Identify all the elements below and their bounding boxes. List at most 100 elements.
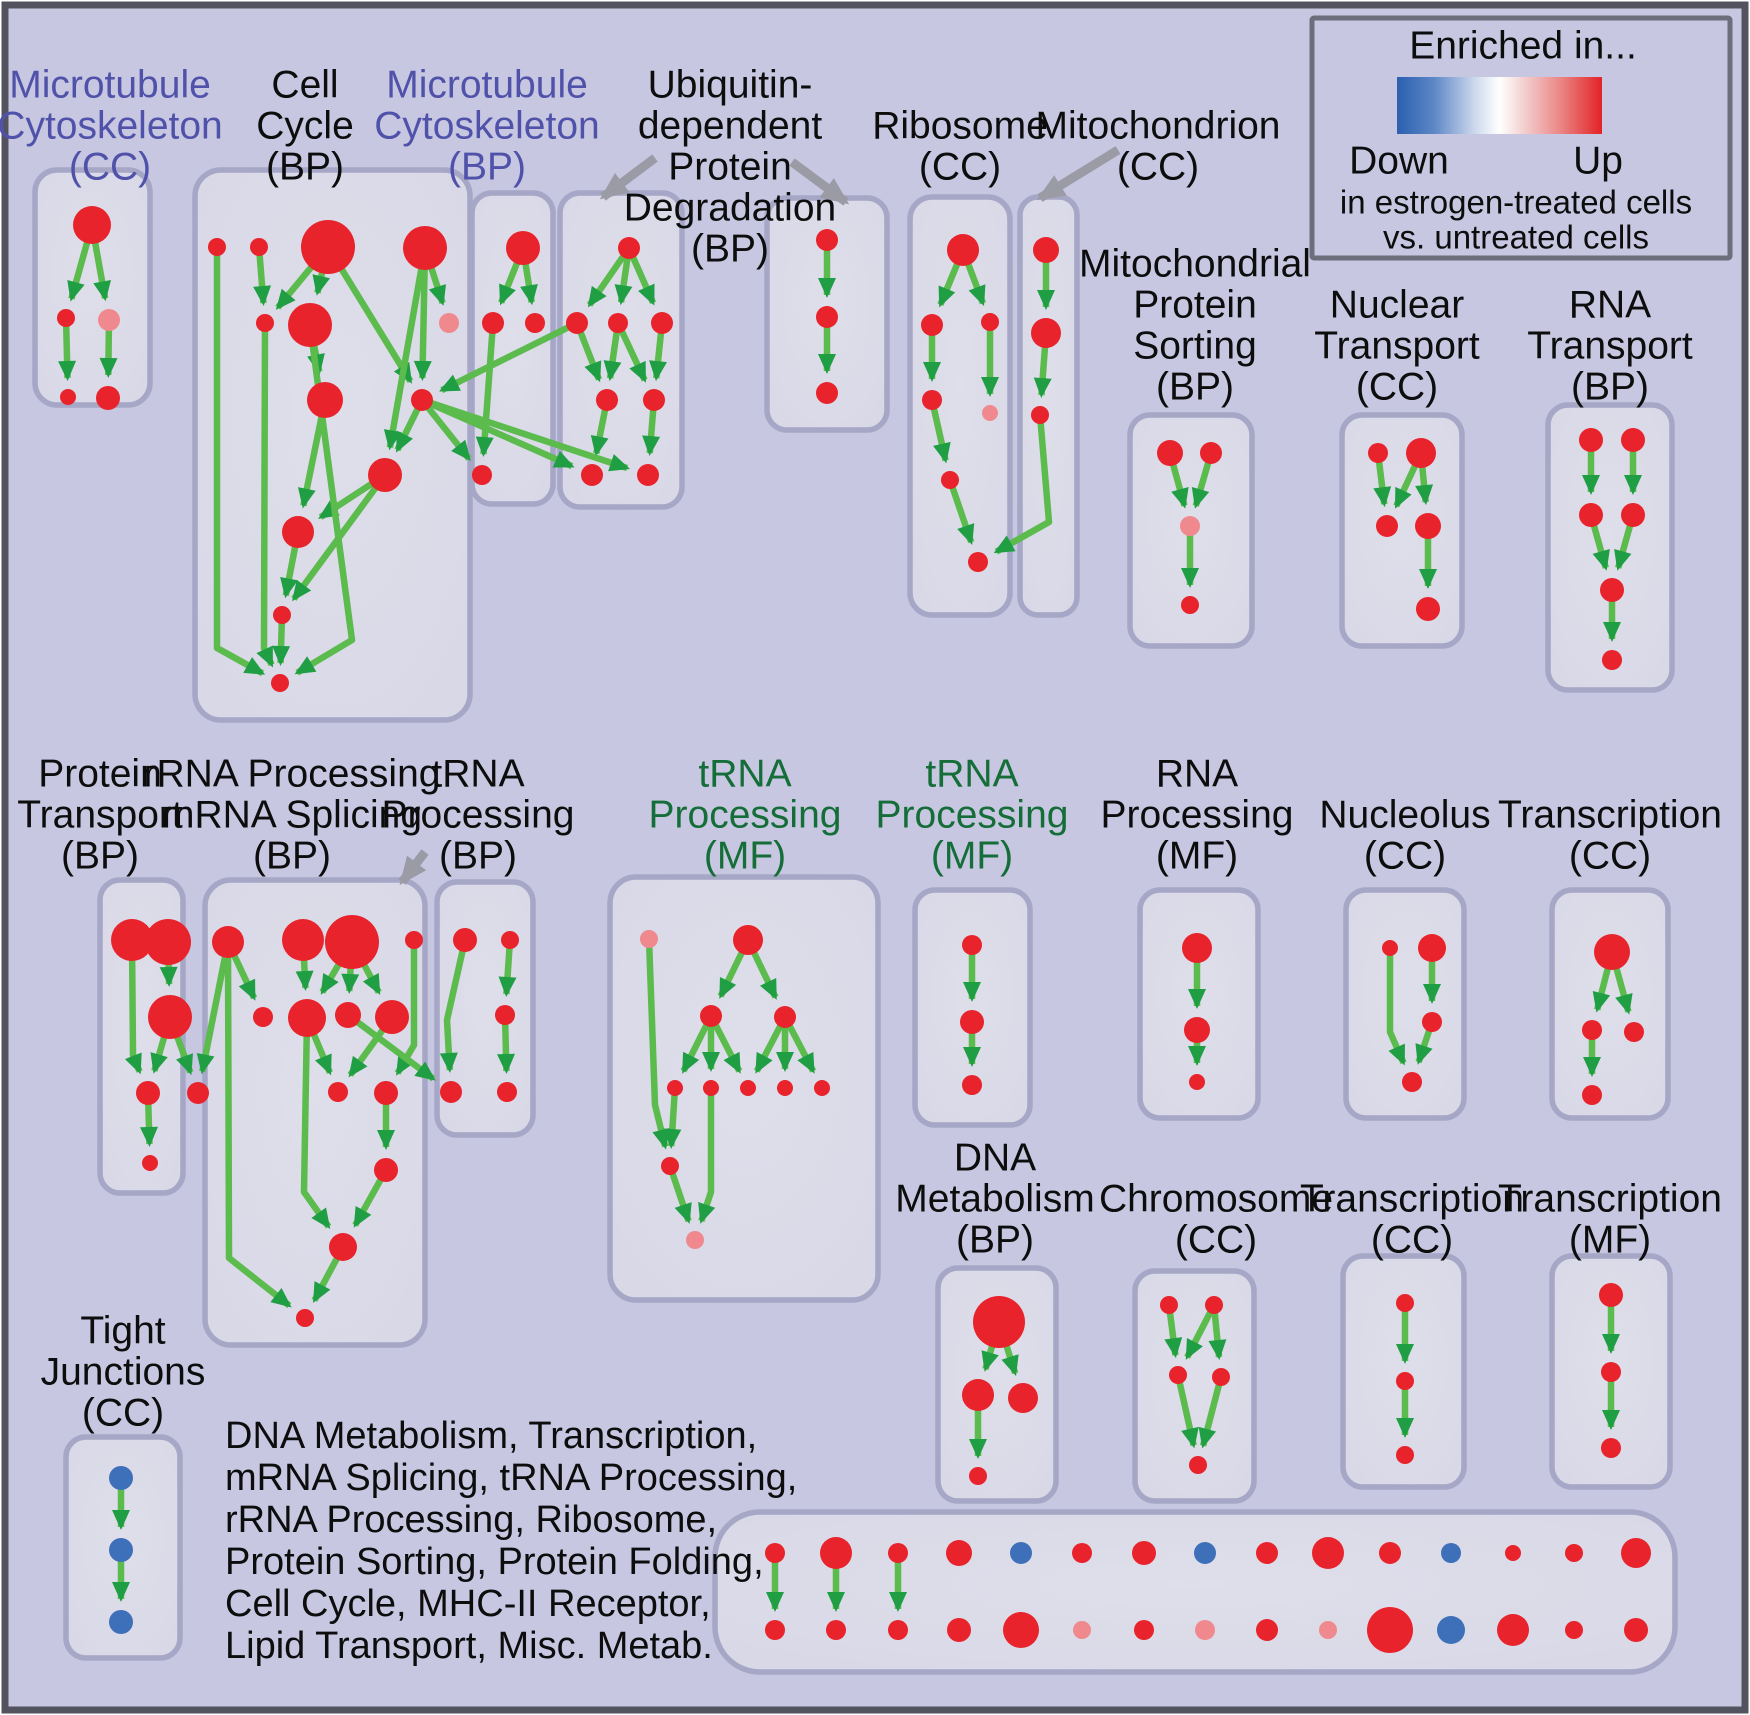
go-term-node	[375, 1000, 409, 1034]
go-term-node	[816, 229, 838, 251]
go-term-node	[1003, 1612, 1039, 1648]
cluster-label-rna-processing-mf: Processing	[1101, 793, 1294, 836]
go-term-node	[1406, 438, 1436, 468]
cluster-label-rna-processing-mf: (MF)	[1156, 834, 1238, 877]
go-term-node	[501, 931, 519, 949]
go-term-node	[271, 674, 289, 692]
cluster-label-chromosome-cc: Chromosome	[1099, 1177, 1333, 1220]
go-term-node	[1072, 1543, 1092, 1563]
cluster-box-ubiquitin-dependent-protein-degradation-bp	[557, 190, 685, 510]
go-term-node	[439, 313, 459, 333]
go-term-node	[1073, 1621, 1091, 1639]
go-term-node	[651, 312, 673, 334]
cluster-label-cell-cycle-bp: Cycle	[256, 104, 354, 147]
go-term-node	[1134, 1620, 1154, 1640]
go-term-node	[960, 1010, 984, 1034]
go-term-node	[1031, 318, 1061, 348]
cross-edge	[993, 414, 1053, 555]
go-term-node	[1181, 596, 1199, 614]
go-term-node	[1402, 1072, 1422, 1092]
go-term-node	[497, 1082, 517, 1102]
go-term-node	[1599, 1283, 1623, 1307]
cluster-label-nuclear-transport-cc: (CC)	[1356, 365, 1438, 408]
go-term-node	[1194, 1542, 1216, 1564]
cluster-label-tight-junctions-cc: (CC)	[82, 1391, 164, 1434]
go-term-node	[1505, 1545, 1521, 1561]
go-term-node	[1189, 1074, 1205, 1090]
misc-category-text: Protein Sorting, Protein Folding,	[225, 1541, 764, 1583]
go-term-node	[273, 606, 291, 624]
go-term-node	[1184, 1017, 1210, 1043]
go-term-node	[1200, 442, 1222, 464]
cluster-box-nuclear-transport-cc	[1339, 412, 1465, 649]
go-term-node	[1396, 1372, 1414, 1390]
misc-category-text: rRNA Processing, Ribosome,	[225, 1499, 717, 1541]
cluster-box-trna-processing-mf-2	[912, 887, 1033, 1128]
edge-cell-cycle-bp	[213, 247, 266, 677]
label-pointer-arrow	[398, 849, 429, 886]
cross-edge	[439, 320, 579, 394]
go-term-node	[1182, 933, 1212, 963]
go-term-node	[973, 1296, 1025, 1348]
go-term-node	[962, 935, 982, 955]
cluster-label-rna-transport-bp: (BP)	[1571, 365, 1649, 408]
go-term-node	[73, 206, 111, 244]
go-term-node	[1601, 1438, 1621, 1458]
cluster-label-tight-junctions-cc: Junctions	[41, 1350, 206, 1393]
go-term-node	[1157, 440, 1183, 466]
go-term-node	[1565, 1544, 1583, 1562]
label-layer: MicrotubuleCytoskeleton(CC)CellCycle(BP)…	[0, 63, 1722, 1434]
edge-trna-processing-bp	[439, 939, 469, 1074]
cluster-label-mitochondrial-protein-sorting-bp: Sorting	[1133, 324, 1257, 367]
go-term-node	[637, 464, 659, 486]
cluster-label-protein-transport-bp: (BP)	[61, 834, 139, 877]
edge-cell-cycle-bp	[256, 322, 275, 668]
go-term-node	[142, 1155, 158, 1171]
go-term-node	[1418, 934, 1446, 962]
cluster-label-nucleolus-cc: (CC)	[1364, 834, 1446, 877]
go-term-node	[250, 238, 268, 256]
go-term-node	[109, 1538, 133, 1562]
legend-title: Enriched in...	[1409, 24, 1637, 67]
go-term-node	[1441, 1543, 1461, 1563]
edge-trna-processing-mf-1	[645, 938, 670, 1150]
go-term-node	[495, 1005, 515, 1025]
cluster-box-chromosome-cc	[1132, 1268, 1257, 1504]
go-term-node	[968, 552, 988, 572]
go-term-node	[947, 234, 979, 266]
go-term-node	[253, 1007, 273, 1027]
go-term-node	[947, 1618, 971, 1642]
cluster-label-trna-processing-bp: Processing	[382, 793, 575, 836]
cluster-label-rna-transport-bp: Transport	[1527, 324, 1693, 367]
edge-ubiquitin-dependent-protein-degradation-bp	[615, 321, 648, 383]
go-term-node	[1379, 1542, 1401, 1564]
go-term-node	[307, 382, 343, 418]
cluster-box-rna-transport-bp	[1545, 402, 1675, 693]
cluster-label-ubiquitin-dependent-protein-degradation-bp: Protein	[668, 145, 792, 188]
go-term-node	[888, 1620, 908, 1640]
go-term-node	[1382, 940, 1398, 956]
cluster-label-transcription-cc-row3: Transcription	[1300, 1177, 1524, 1220]
go-term-node	[618, 237, 640, 259]
edge-cell-cycle-bp	[383, 247, 429, 451]
legend-up-label: Up	[1573, 139, 1623, 182]
edge-protein-transport-bp	[124, 939, 143, 1075]
go-term-node	[1367, 1607, 1413, 1653]
go-term-node	[816, 306, 838, 328]
go-term-node	[368, 458, 402, 492]
go-term-node	[816, 382, 838, 404]
go-term-node	[777, 1080, 793, 1096]
go-term-node	[596, 389, 618, 411]
cluster-label-ubiquitin-dependent-protein-degradation-bp: Degradation	[624, 186, 836, 229]
go-term-node	[740, 1080, 756, 1096]
edge-ribosome-cc	[946, 478, 975, 545]
cluster-label-chromosome-cc: (CC)	[1175, 1218, 1257, 1261]
go-term-node	[256, 314, 274, 332]
cluster-label-transcription-cc-row2: Transcription	[1498, 793, 1722, 836]
edge-microtubule-cytoskeleton-bp	[475, 322, 497, 458]
edge-rrna-processing-mrna-splicing-bp	[300, 1017, 332, 1230]
node-layer	[57, 206, 1651, 1653]
go-term-node	[1256, 1619, 1278, 1641]
cluster-label-protein-transport-bp: Protein	[38, 752, 162, 795]
